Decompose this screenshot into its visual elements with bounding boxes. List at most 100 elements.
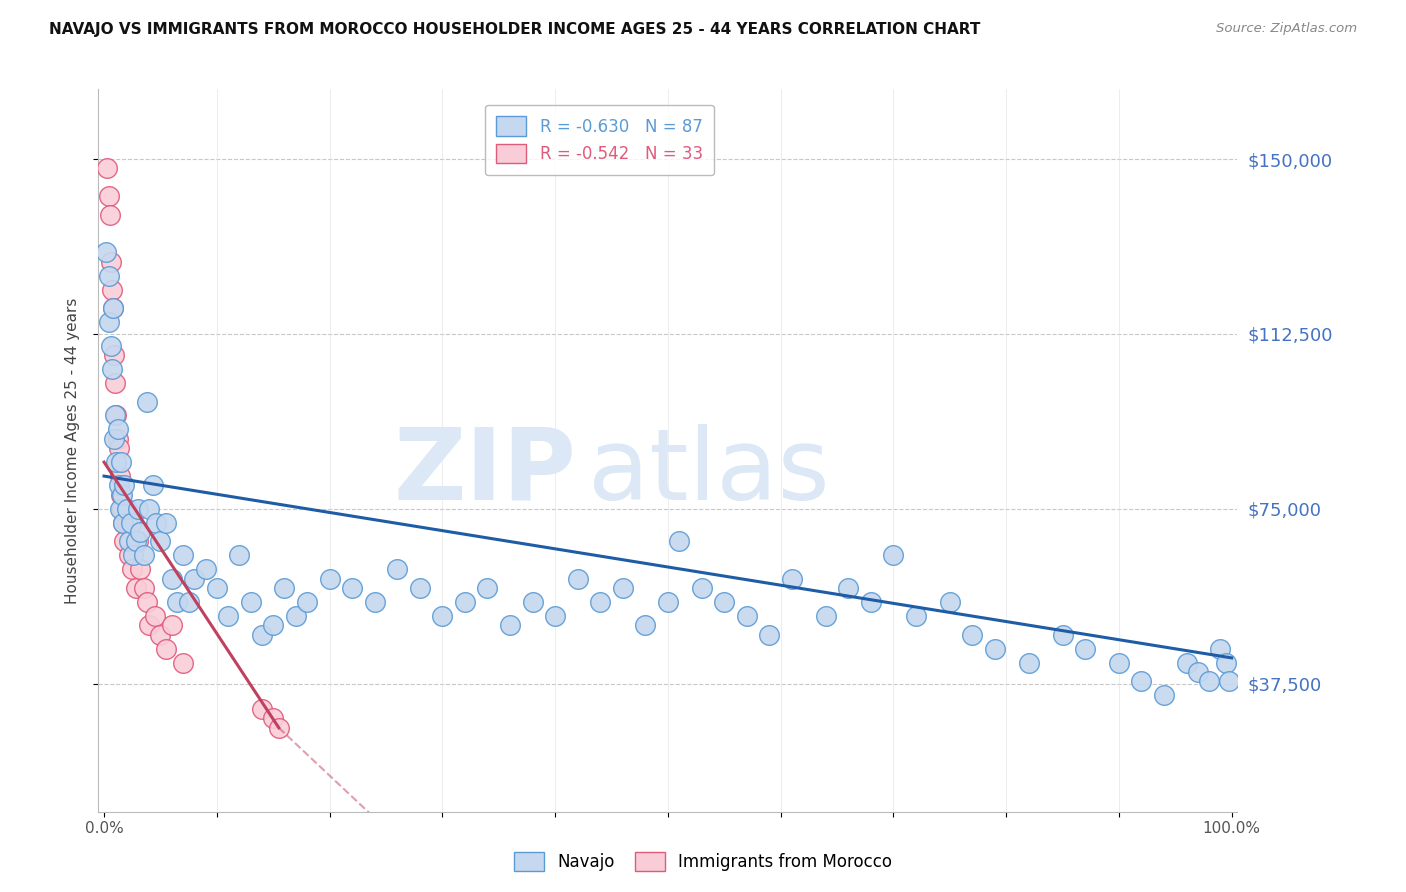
Point: [96, 161, 118, 176]
Y-axis label: Householder Income Ages 25 - 44 years: Householder Income Ages 25 - 44 years: [65, 297, 80, 604]
Point: [499, 618, 522, 632]
Point: [160, 572, 183, 586]
Text: Source: ZipAtlas.com: Source: ZipAtlas.com: [1216, 22, 1357, 36]
Point: [1215, 656, 1237, 670]
Point: [101, 362, 124, 376]
Point: [104, 376, 127, 390]
Text: atlas: atlas: [588, 424, 830, 521]
Point: [97, 189, 120, 203]
Point: [155, 516, 177, 530]
Point: [108, 469, 131, 483]
Point: [149, 534, 172, 549]
Point: [101, 283, 124, 297]
Point: [735, 609, 758, 624]
Point: [127, 501, 149, 516]
Point: [115, 501, 138, 516]
Point: [172, 549, 194, 563]
Point: [1175, 656, 1198, 670]
Point: [124, 581, 146, 595]
Point: [122, 549, 145, 563]
Point: [250, 627, 273, 641]
Point: [105, 409, 128, 423]
Point: [172, 656, 194, 670]
Point: [962, 627, 984, 641]
Point: [115, 516, 138, 530]
Point: [217, 609, 239, 624]
Point: [110, 455, 132, 469]
Point: [103, 348, 125, 362]
Point: [100, 338, 122, 352]
Point: [143, 609, 166, 624]
Point: [101, 301, 124, 316]
Point: [132, 581, 155, 595]
Point: [112, 478, 135, 492]
Point: [112, 516, 135, 530]
Point: [121, 562, 143, 576]
Point: [1130, 674, 1153, 689]
Point: [138, 618, 160, 632]
Point: [1052, 627, 1074, 641]
Point: [267, 721, 290, 735]
Point: [112, 516, 135, 530]
Point: [98, 208, 121, 222]
Point: [129, 524, 152, 539]
Point: [149, 627, 172, 641]
Point: [118, 549, 141, 563]
Point: [228, 549, 250, 563]
Point: [107, 478, 129, 492]
Point: [120, 516, 142, 530]
Point: [1198, 674, 1220, 689]
Point: [668, 534, 690, 549]
Point: [166, 595, 188, 609]
Point: [100, 254, 122, 268]
Point: [107, 432, 129, 446]
Point: [938, 595, 960, 609]
Point: [96, 245, 118, 260]
Point: [387, 562, 409, 576]
Point: [127, 534, 149, 549]
Point: [262, 618, 284, 632]
Point: [205, 581, 228, 595]
Point: [1187, 665, 1209, 679]
Point: [1074, 641, 1097, 656]
Point: [103, 432, 125, 446]
Point: [97, 268, 120, 283]
Point: [107, 422, 129, 436]
Point: [111, 488, 134, 502]
Point: [129, 562, 152, 576]
Point: [132, 549, 155, 563]
Point: [104, 409, 127, 423]
Point: [105, 455, 128, 469]
Point: [837, 581, 859, 595]
Point: [1218, 674, 1240, 689]
Point: [101, 301, 124, 316]
Point: [634, 618, 657, 632]
Point: [340, 581, 363, 595]
Point: [135, 394, 157, 409]
Point: [194, 562, 217, 576]
Point: [477, 581, 499, 595]
Point: [318, 572, 340, 586]
Point: [273, 581, 295, 595]
Point: [1209, 641, 1232, 656]
Point: [108, 501, 131, 516]
Point: [138, 501, 160, 516]
Point: [882, 549, 904, 563]
Point: [612, 581, 634, 595]
Point: [160, 618, 183, 632]
Point: [690, 581, 713, 595]
Point: [567, 572, 589, 586]
Point: [1018, 656, 1040, 670]
Point: [124, 534, 146, 549]
Point: [135, 595, 157, 609]
Point: [145, 516, 167, 530]
Point: [177, 595, 200, 609]
Legend: R = -0.630   N = 87, R = -0.542   N = 33: R = -0.630 N = 87, R = -0.542 N = 33: [485, 104, 714, 175]
Point: [409, 581, 432, 595]
Point: [363, 595, 385, 609]
Point: [713, 595, 735, 609]
Point: [262, 711, 284, 725]
Text: ZIP: ZIP: [394, 424, 576, 521]
Point: [183, 572, 205, 586]
Point: [1153, 688, 1175, 702]
